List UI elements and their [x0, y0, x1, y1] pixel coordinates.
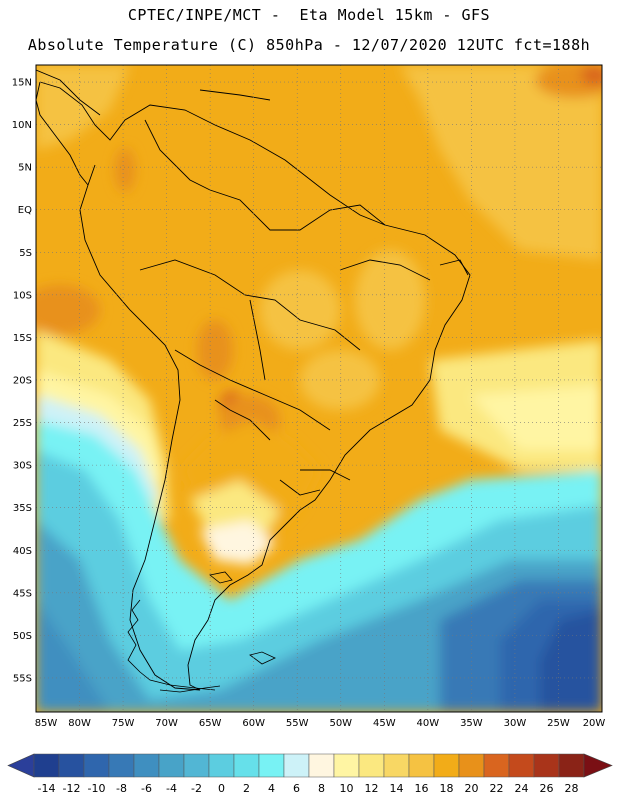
colorbar-label: -12: [63, 782, 81, 795]
colorbar-label: 20: [465, 782, 479, 795]
colorbar-swatch: [508, 753, 535, 778]
latitude-labels: 15N 10N 5N EQ 5S 10S 15S 20S 25S 30S 35S 40S 45S 50S 5…: [12, 78, 32, 685]
colorbar-swatch: [58, 753, 85, 778]
colorbar-label: 8: [318, 782, 325, 795]
lat-label: 45S: [13, 588, 32, 599]
colorbar-swatch: [358, 753, 385, 778]
lat-label: 35S: [13, 503, 32, 514]
colorbar-label: 4: [268, 782, 275, 795]
lon-label: 45W: [373, 718, 396, 729]
colorbar-label: 10: [340, 782, 354, 795]
colorbar-swatch: [108, 753, 135, 778]
colorbar-label: -14: [38, 782, 56, 795]
lat-label: 10N: [12, 120, 32, 131]
colorbar-swatch: [458, 753, 485, 778]
colorbar-label: 28: [565, 782, 579, 795]
lon-label: 60W: [242, 718, 265, 729]
lon-label: 85W: [35, 718, 58, 729]
colorbar-label: 6: [293, 782, 300, 795]
colorbar-label: 18: [440, 782, 454, 795]
colorbar-swatch: [558, 753, 585, 778]
colorbar-swatch: [433, 753, 460, 778]
lon-label: 35W: [460, 718, 483, 729]
colorbar-swatch: [33, 753, 60, 778]
lon-label: 40W: [417, 718, 440, 729]
lon-label: 55W: [286, 718, 309, 729]
lat-label: 15N: [12, 78, 32, 89]
lat-label: 15S: [13, 333, 32, 344]
colorbar-label: 14: [390, 782, 404, 795]
temperature-field: [36, 65, 602, 712]
colorbar-label: -4: [166, 782, 177, 795]
lat-label: 5N: [18, 163, 32, 174]
lon-label: 30W: [504, 718, 527, 729]
coastline: [36, 69, 471, 691]
colorbar-label: 2: [243, 782, 250, 795]
colorbar-swatch: [233, 753, 260, 778]
lat-label: 30S: [13, 461, 32, 472]
colorbar-label: 16: [415, 782, 429, 795]
lat-label: 40S: [13, 546, 32, 557]
lon-label: 50W: [329, 718, 352, 729]
title-line-1: CPTEC/INPE/MCT - Eta Model 15km - GFS: [127, 6, 491, 24]
colorbar-label: 26: [540, 782, 554, 795]
lat-label: 10S: [13, 290, 32, 301]
colorbar-over-arrow: [583, 753, 613, 778]
colorbar: -14 -12 -10 -8 -6 -4 -2 0 2 4 6 8 10 12 14 16 18 20 22 24 26…: [7, 753, 613, 795]
lat-label: EQ: [18, 205, 32, 216]
colorbar-swatch: [383, 753, 410, 778]
colorbar-label: -6: [141, 782, 152, 795]
colorbar-label: -10: [88, 782, 106, 795]
colorbar-swatch: [183, 753, 210, 778]
colorbar-label: 24: [515, 782, 529, 795]
colorbar-swatch: [408, 753, 435, 778]
colorbar-under-arrow: [7, 753, 35, 778]
lon-label: 75W: [112, 718, 135, 729]
colorbar-swatch: [283, 753, 310, 778]
colorbar-swatch: [333, 753, 360, 778]
colorbar-label: 22: [490, 782, 504, 795]
colorbar-swatch: [258, 753, 285, 778]
title-line-2: Absolute Temperature (C) 850hPa - 12/07/…: [27, 36, 591, 54]
colorbar-label: -2: [191, 782, 202, 795]
colorbar-swatch: [133, 753, 160, 778]
colorbar-swatch: [308, 753, 335, 778]
lon-label: 80W: [68, 718, 91, 729]
lon-label: 25W: [547, 718, 570, 729]
lon-label: 70W: [155, 718, 178, 729]
colorbar-swatch: [83, 753, 110, 778]
lat-label: 50S: [13, 631, 32, 642]
longitude-labels: 85W 80W 75W 70W 65W 60W 55W 50W 45W 40W 35W 30W 25W 2…: [35, 718, 606, 729]
lat-label: 20S: [13, 375, 32, 386]
lat-label: 25S: [13, 418, 32, 429]
colorbar-swatch: [158, 753, 185, 778]
colorbar-swatch: [533, 753, 560, 778]
lon-label: 65W: [199, 718, 222, 729]
colorbar-swatch: [483, 753, 510, 778]
lat-label: 55S: [13, 673, 32, 684]
colorbar-swatch: [208, 753, 235, 778]
lat-label: 5S: [19, 248, 32, 259]
colorbar-label: 0: [218, 782, 225, 795]
map-frame: [35, 64, 603, 713]
colorbar-label: 12: [365, 782, 379, 795]
colorbar-label: -8: [116, 782, 127, 795]
lon-label: 20W: [583, 718, 606, 729]
patagonia-coast: [127, 571, 276, 693]
